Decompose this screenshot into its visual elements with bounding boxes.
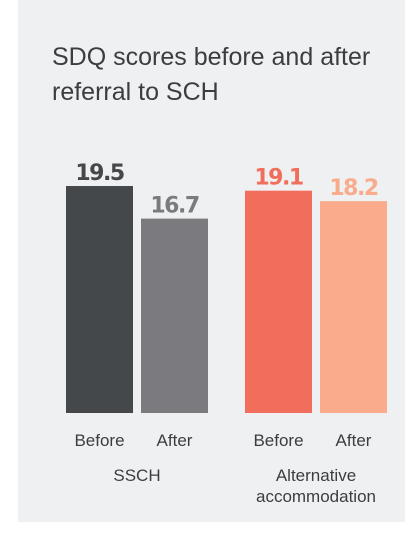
chart-title: SDQ scores before and after referral to … — [52, 43, 371, 106]
value-label: 18.2 — [329, 176, 377, 201]
value-label: 19.5 — [75, 161, 123, 186]
x-tick-label: Before — [74, 431, 125, 450]
group-label: SSCH — [113, 466, 161, 485]
x-tick-label: After — [335, 431, 372, 450]
bar — [320, 201, 387, 413]
x-tick-label: After — [156, 431, 193, 450]
value-label: 19.1 — [254, 166, 302, 191]
group-label: Alternative accommodation — [255, 466, 376, 506]
value-label: 16.7 — [150, 194, 198, 219]
x-tick-label: Before — [253, 431, 304, 450]
bar — [66, 186, 133, 413]
bar — [141, 218, 208, 413]
bar — [245, 190, 312, 413]
